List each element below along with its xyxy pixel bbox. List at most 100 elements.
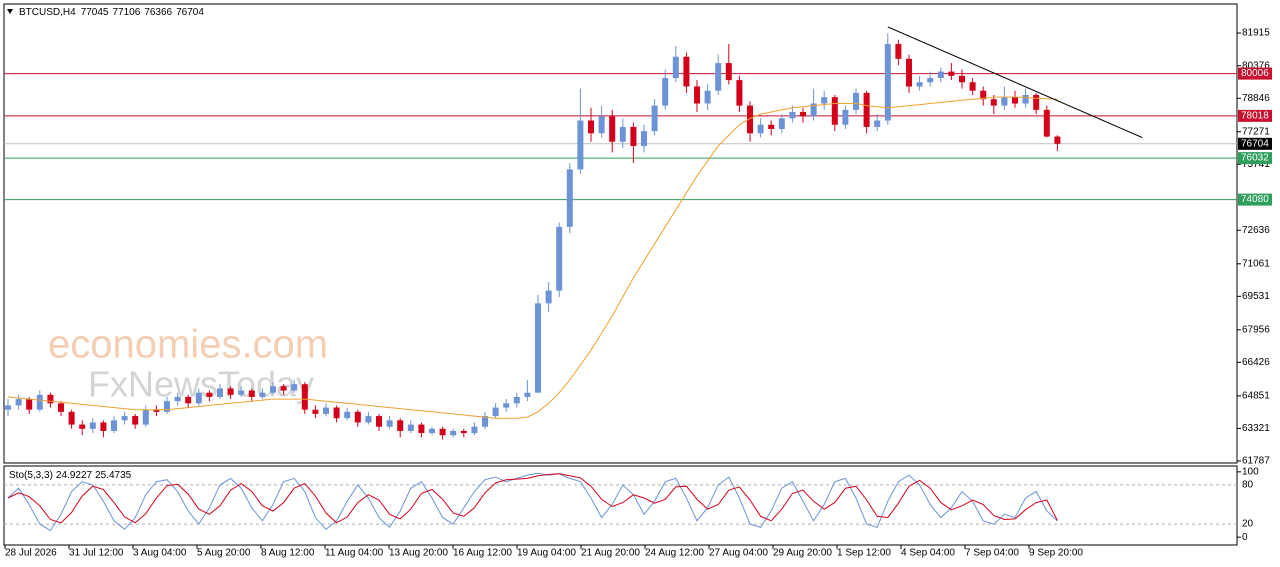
candle-body <box>195 392 202 404</box>
y-tick-label: 78846 <box>1242 93 1270 104</box>
candle-body <box>397 420 404 431</box>
candle-body <box>609 116 616 142</box>
candle-body <box>821 97 828 104</box>
candle-body <box>344 411 351 419</box>
candle-body <box>89 422 96 429</box>
candle-body <box>68 411 75 425</box>
candle-body <box>545 290 552 304</box>
candle-body <box>535 303 541 393</box>
x-tick-label: 1 Sep 12:00 <box>837 548 891 559</box>
y-tick-label: 63321 <box>1242 423 1270 434</box>
candle-body <box>524 392 531 397</box>
candle-body <box>58 403 64 412</box>
x-tick-label: 28 Jul 2026 <box>5 548 57 559</box>
level-label: 80006 <box>1241 68 1269 79</box>
candle-body <box>768 124 775 130</box>
candle-body <box>959 75 965 83</box>
candle-body <box>280 386 287 391</box>
x-tick-label: 4 Sep 04:00 <box>901 548 955 559</box>
candle-body <box>778 118 785 130</box>
candle-body <box>471 426 478 434</box>
y-tick-label: 61787 <box>1242 456 1270 467</box>
low: 76366 <box>144 7 172 18</box>
y-tick-label: 80376 <box>1242 60 1270 71</box>
candle-body <box>1012 97 1018 104</box>
x-tick-label: 8 Aug 12:00 <box>261 548 315 559</box>
candle-body <box>36 394 43 410</box>
candle-body <box>1054 136 1061 144</box>
y-tick-label: 64851 <box>1242 390 1270 401</box>
x-tick-label: 24 Aug 12:00 <box>645 548 704 559</box>
candle-body <box>619 126 626 142</box>
candle-body <box>831 97 838 125</box>
candle-body <box>503 403 510 408</box>
candle-body <box>683 56 690 87</box>
candle-body <box>142 409 149 425</box>
candle-body <box>100 422 107 431</box>
stochastic-main <box>7 472 1058 532</box>
level-label-box <box>1238 109 1272 122</box>
candle-body <box>810 103 817 117</box>
candle-body <box>990 99 997 106</box>
candle-body <box>948 71 955 76</box>
candle-body <box>874 120 881 127</box>
candle-body <box>217 388 223 397</box>
candle-body <box>704 90 711 104</box>
candle-body <box>460 430 467 434</box>
candle-body <box>492 407 499 417</box>
candle-body <box>757 124 764 134</box>
x-tick-label: 11 Aug 04:00 <box>325 548 384 559</box>
candle-body <box>121 416 128 421</box>
candle-body <box>333 407 340 419</box>
y-tick-label: 81915 <box>1242 28 1270 39</box>
candle-body <box>662 77 669 106</box>
candle-body <box>376 416 382 427</box>
candle-body <box>641 131 647 147</box>
candle-body <box>15 399 22 406</box>
level-label-box <box>1238 193 1272 206</box>
candle-body <box>482 416 488 427</box>
candle-body <box>789 111 796 119</box>
watermark: economies.com <box>48 323 328 367</box>
candle-body <box>672 56 679 78</box>
candle-body <box>1033 94 1040 110</box>
candle-body <box>407 424 414 431</box>
x-tick-label: 13 Aug 20:00 <box>389 548 448 559</box>
level-label-box <box>1238 67 1272 80</box>
candle-body <box>513 396 520 404</box>
stochastic-signal <box>7 473 1058 524</box>
level-label: 78018 <box>1241 111 1269 122</box>
y-tick-label: 69531 <box>1242 291 1270 302</box>
candle-body <box>439 428 446 436</box>
candle-body <box>111 420 117 431</box>
stochastic-tick-label: 0 <box>1242 532 1248 543</box>
y-tick-label: 66426 <box>1242 357 1270 368</box>
candle-body <box>980 90 987 100</box>
candle-body <box>736 80 743 106</box>
candle-body <box>916 82 923 87</box>
candle-body <box>884 43 891 121</box>
candle-body <box>301 384 308 410</box>
y-tick-label: 72636 <box>1242 225 1270 236</box>
candle-body <box>354 411 361 423</box>
candle-body <box>937 71 944 78</box>
candle-body <box>556 226 563 291</box>
candle-body <box>259 392 266 397</box>
candle-body <box>185 396 192 404</box>
candle-body <box>164 401 170 412</box>
x-tick-label: 31 Jul 12:00 <box>69 548 124 559</box>
candle-body <box>715 63 722 91</box>
candle-body <box>598 116 605 134</box>
candle-body <box>248 390 255 397</box>
current-price-box <box>1238 137 1272 150</box>
candle-body <box>450 430 457 436</box>
candle-body <box>927 77 934 83</box>
high: 77106 <box>113 7 141 18</box>
candle-body <box>174 396 181 402</box>
x-tick-label: 21 Aug 20:00 <box>581 548 640 559</box>
candle-body <box>312 409 319 414</box>
candle-body <box>566 169 573 227</box>
candle-body <box>906 58 912 87</box>
candle-body <box>842 109 849 125</box>
header-arrow <box>7 9 13 14</box>
